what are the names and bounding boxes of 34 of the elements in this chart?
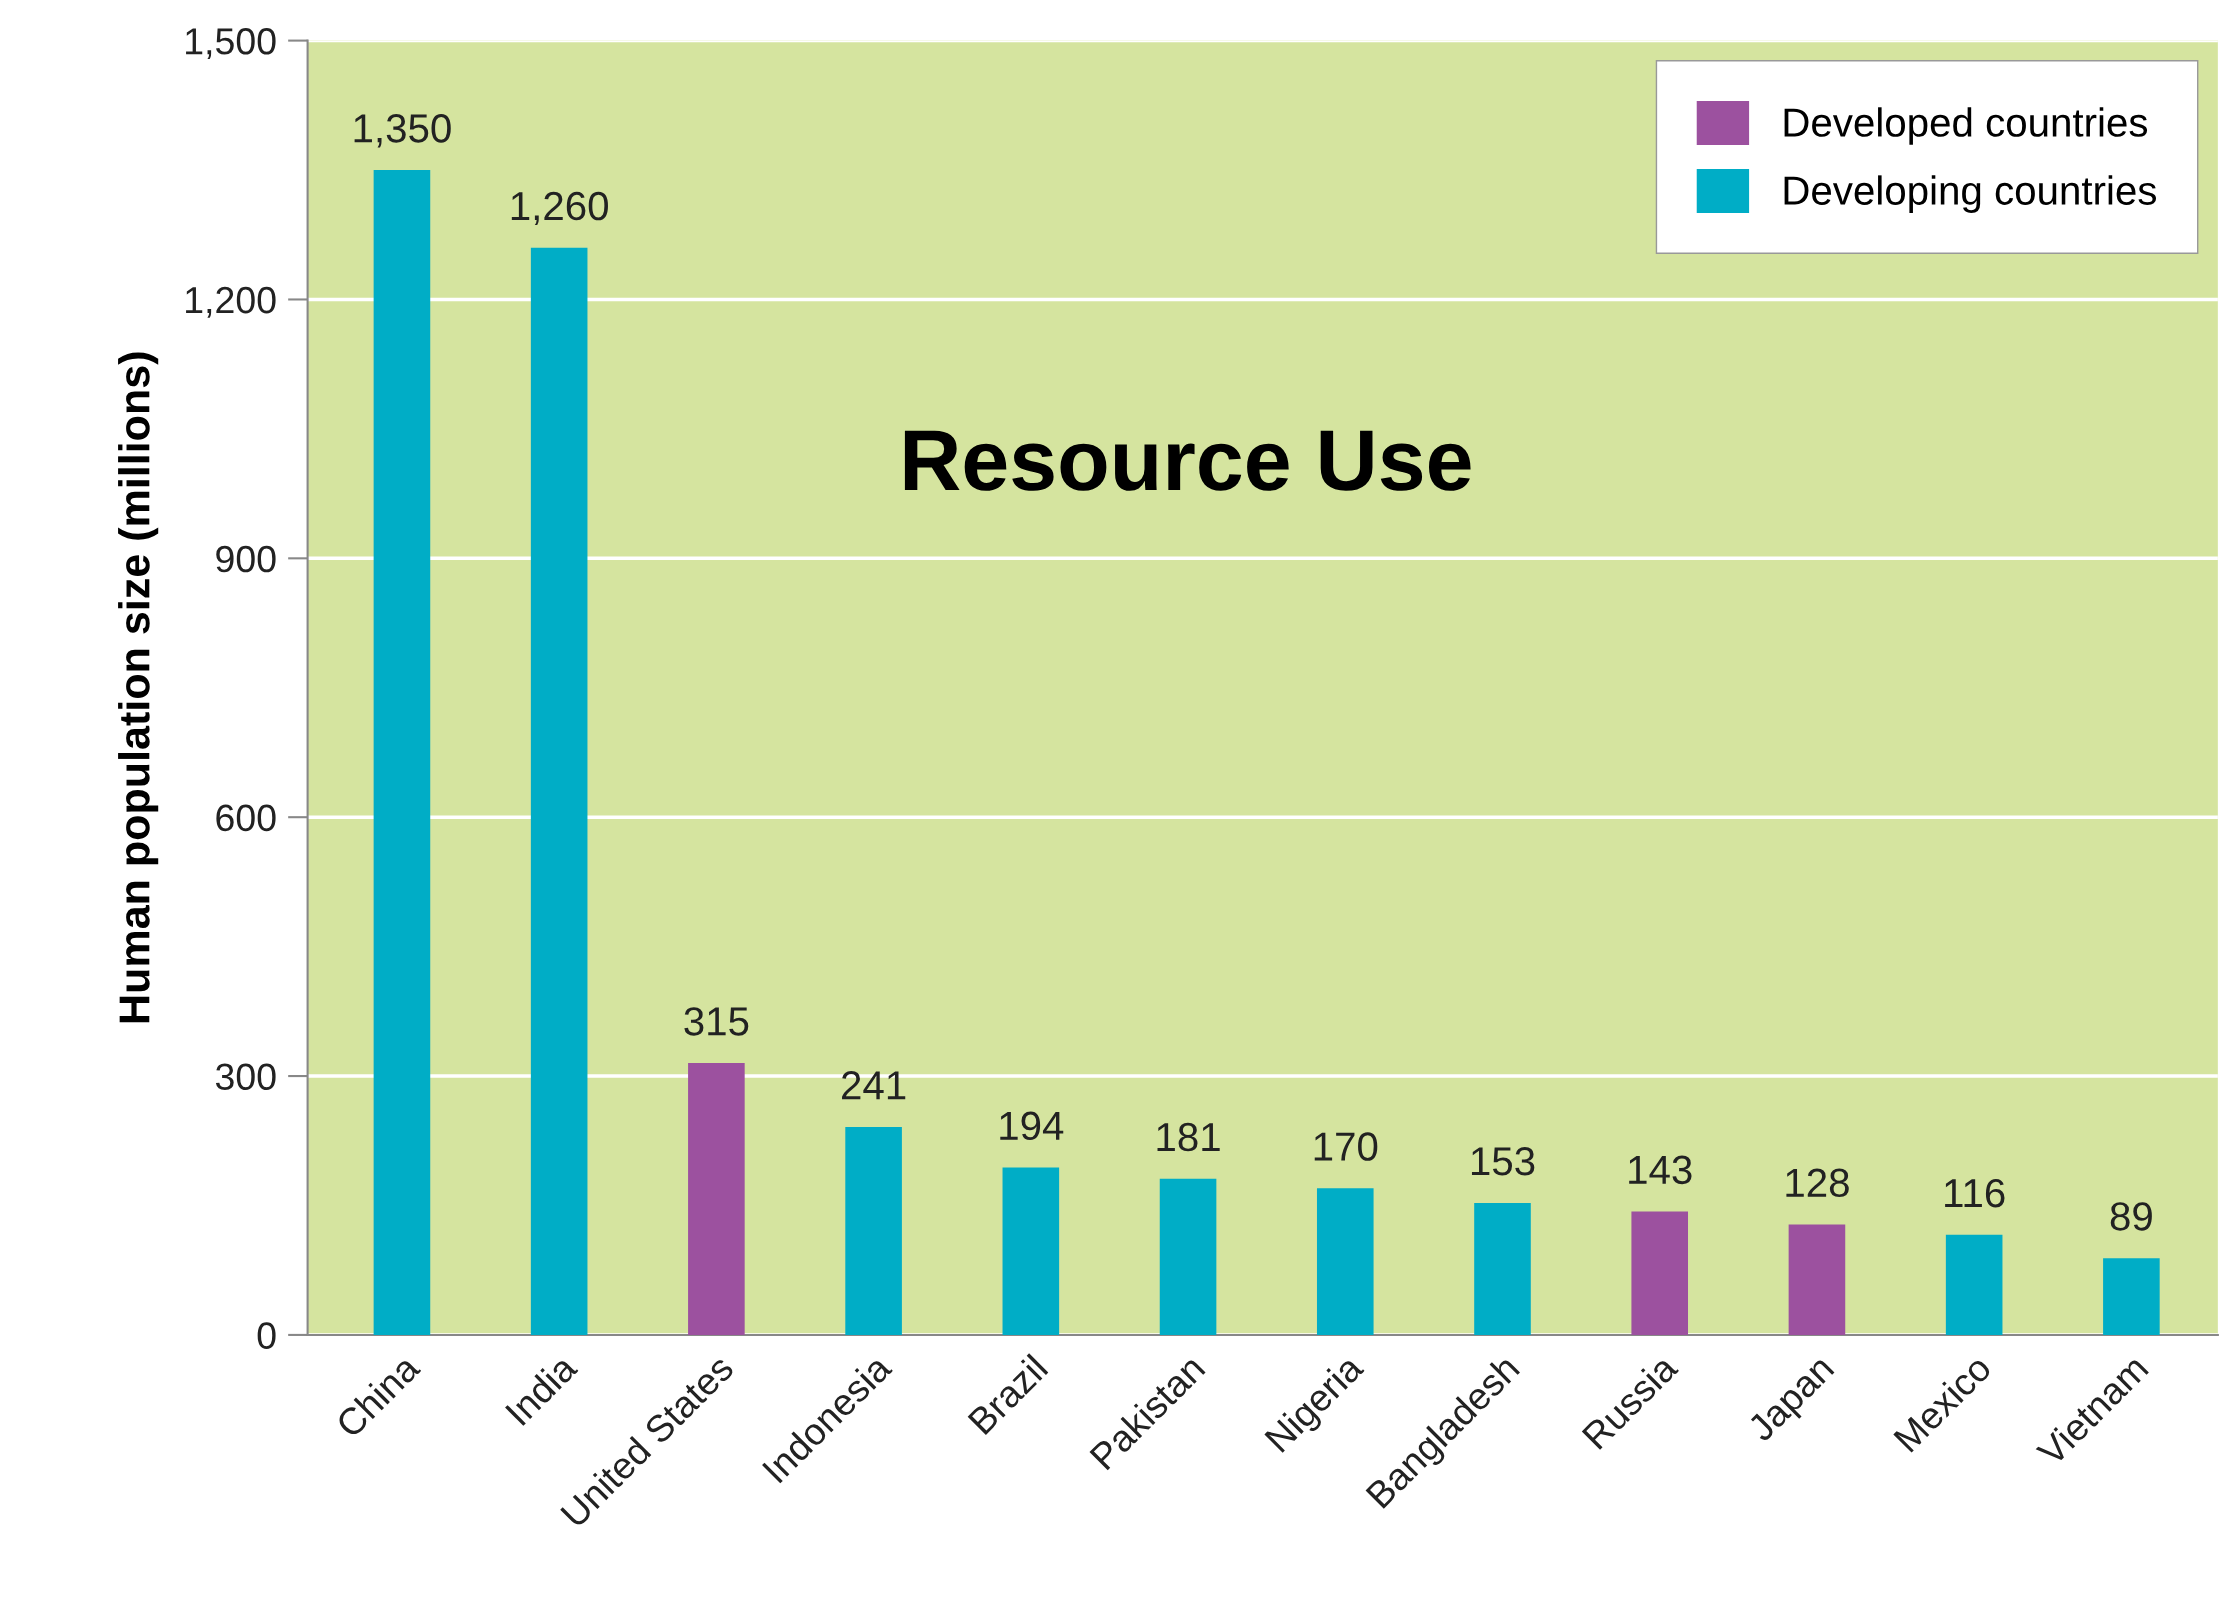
bar [1474, 1202, 1531, 1335]
data-label: 170 [1314, 1132, 1378, 1161]
data-label: 315 [684, 1007, 749, 1036]
y-tick-label: 900 [216, 545, 276, 573]
bar [688, 1063, 745, 1335]
bar [530, 247, 588, 1335]
bar [373, 170, 431, 1335]
y-tick-label: 1,200 [186, 286, 276, 318]
text: Resource Use [904, 430, 1471, 491]
legend-label: Developed countries [1784, 107, 2148, 145]
y-tick-label: 600 [216, 804, 276, 832]
bar [1159, 1178, 1217, 1335]
data-label: 128 [1786, 1168, 1849, 1198]
data-label: 241 [842, 1071, 906, 1100]
data-label: 89 [2110, 1202, 2152, 1231]
data-label: 153 [1471, 1146, 1535, 1176]
data-label: 1,260 [511, 191, 608, 226]
data-label: 194 [1000, 1111, 1064, 1141]
bar [1002, 1167, 1060, 1335]
bar [1631, 1211, 1689, 1335]
bar [2103, 1258, 2160, 1335]
data-label: 143 [1629, 1155, 1692, 1185]
data-label: 1,350 [354, 114, 451, 148]
data-label: 116 [1945, 1178, 2005, 1208]
bar [845, 1126, 902, 1335]
y-tick-label: 300 [215, 1063, 276, 1091]
bar [1945, 1234, 2003, 1335]
y-axis-title: Human population size (millions) [118, 352, 159, 1023]
y-tick-label: 0 [257, 1322, 276, 1349]
bar [1316, 1188, 1374, 1335]
bar [1788, 1224, 1846, 1335]
y-tick-label: 1,500 [186, 28, 276, 59]
legend-label: Developing countries [1784, 175, 2157, 213]
data-label: 181 [1157, 1122, 1220, 1152]
